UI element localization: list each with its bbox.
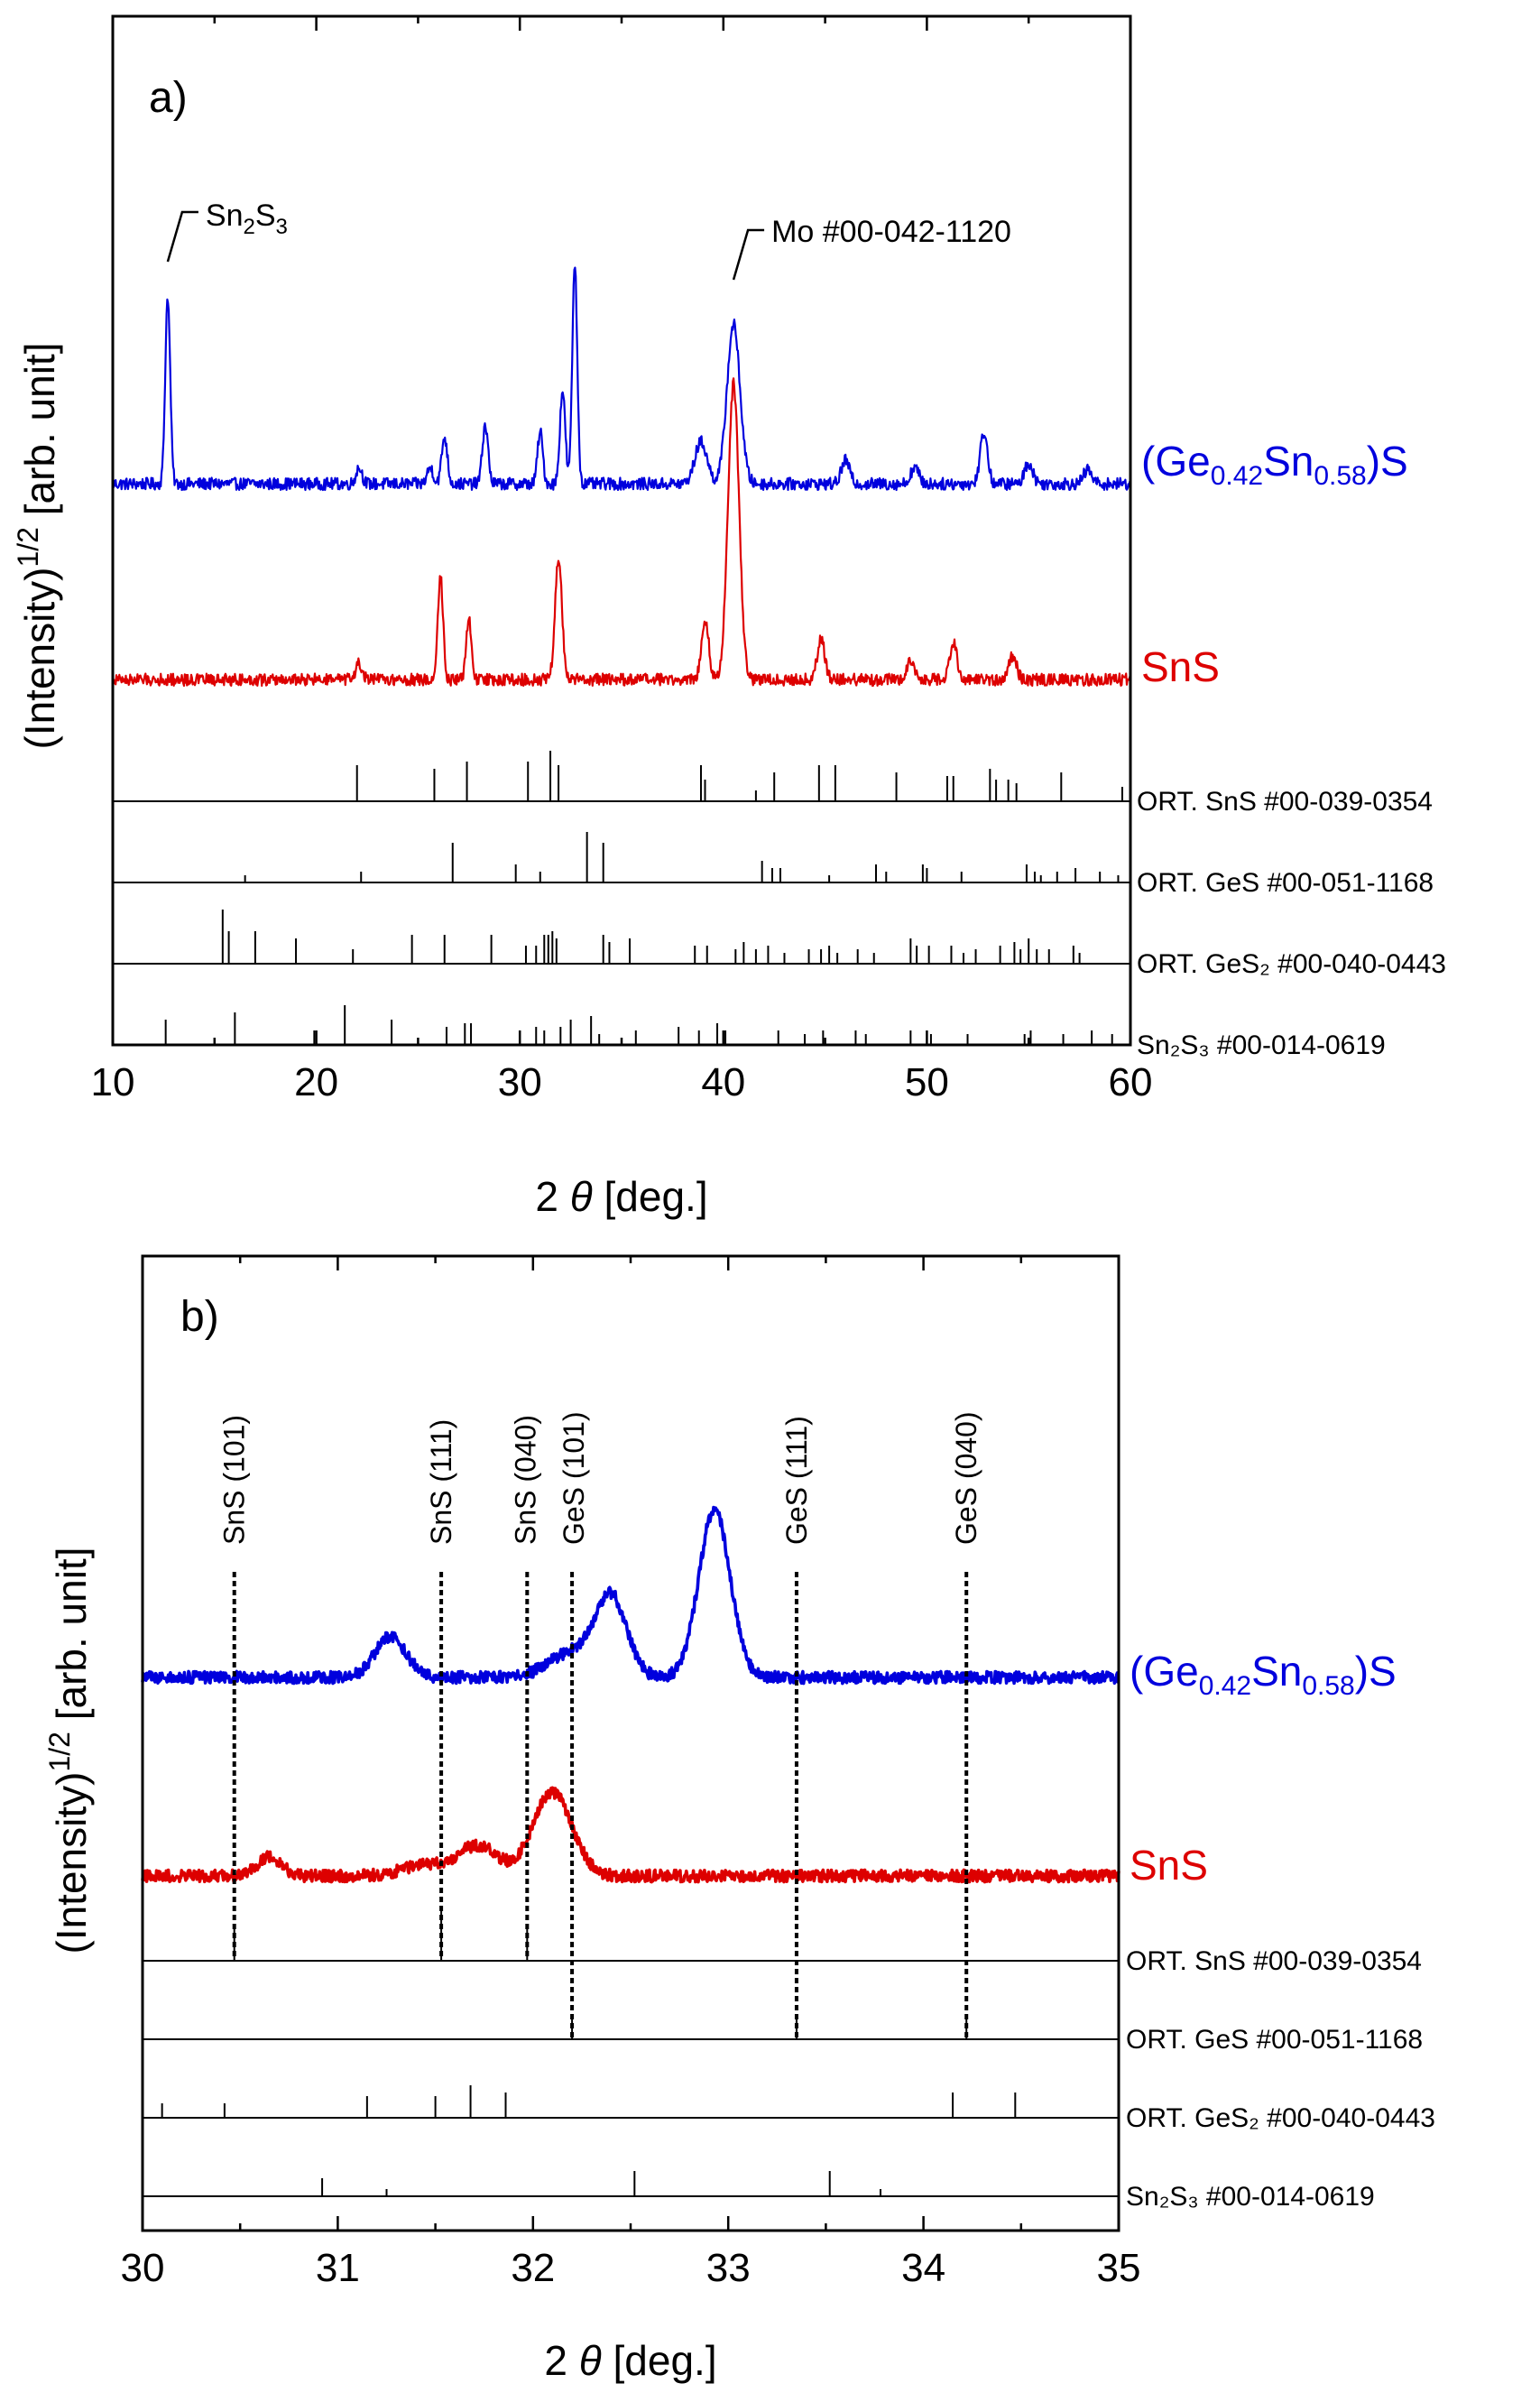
x-tick-label: 30 xyxy=(498,1060,542,1104)
series-line-gesn xyxy=(141,1505,1120,1686)
reference-label: ORT. SnS #00-039-0354 xyxy=(1126,1946,1422,1976)
series-line-gesn xyxy=(111,266,1131,492)
peak-label: SnS (101) xyxy=(218,1415,251,1545)
reference-label: Sn₂S₃ #00-014-0619 xyxy=(1137,1030,1386,1060)
plot-frame xyxy=(111,14,1132,1047)
series-line-sns xyxy=(111,377,1131,688)
peak-label: GeS (040) xyxy=(950,1411,982,1545)
reference-label: ORT. GeS₂ #00-040-0443 xyxy=(1126,2103,1435,2133)
peak-label: SnS (111) xyxy=(425,1419,457,1545)
y-axis-label: (Intensity)1/2 [arb. unit] xyxy=(43,1547,95,1954)
x-tick-label: 34 xyxy=(901,2246,945,2290)
x-tick-label: 40 xyxy=(701,1060,745,1104)
series-label-gesn: (Ge0.42Sn0.58)S xyxy=(1130,1648,1397,1701)
panel-a-chart: (Ge0.42Sn0.58)S SnS ORT. SnS #00-039-0354 O… xyxy=(12,14,1446,1220)
peak-label: SnS (040) xyxy=(509,1415,541,1545)
y-axis-label: (Intensity)1/2 [arb. unit] xyxy=(12,343,63,750)
x-tick-label: 30 xyxy=(121,2246,165,2290)
x-tick-label: 20 xyxy=(294,1060,338,1104)
x-tick-label: 32 xyxy=(511,2246,555,2290)
x-tick-label: 60 xyxy=(1109,1060,1153,1104)
series-line-sns xyxy=(141,1786,1120,1884)
reference-label: ORT. SnS #00-039-0354 xyxy=(1137,787,1433,817)
reference-label: ORT. GeS₂ #00-040-0443 xyxy=(1137,949,1446,979)
annotation-mo: Mo #00-042-1120 xyxy=(771,215,1011,249)
x-tick-label: 35 xyxy=(1097,2246,1141,2290)
series-label-sns: SnS xyxy=(1141,643,1220,690)
x-tick-label: 31 xyxy=(316,2246,360,2290)
peak-label: GeS (101) xyxy=(558,1411,590,1545)
plot-frame xyxy=(141,1254,1120,2232)
x-tick-label: 10 xyxy=(91,1060,135,1104)
panel-b-chart: (Ge0.42Sn0.58)S SnS ORT. SnS #00-039-0354 O… xyxy=(43,1254,1435,2384)
reference-label: Sn₂S₃ #00-014-0619 xyxy=(1126,2182,1375,2212)
panel-label: a) xyxy=(149,74,188,122)
reference-label: ORT. GeS #00-051-1168 xyxy=(1126,2025,1423,2055)
series-label-gesn: (Ge0.42Sn0.58)S xyxy=(1141,438,1408,491)
annotation-sn2s3: Sn2S3 xyxy=(206,199,288,239)
x-axis-label: 2 θ [deg.] xyxy=(535,1173,707,1220)
series-label-sns: SnS xyxy=(1130,1842,1208,1889)
x-axis-label: 2 θ [deg.] xyxy=(544,2337,716,2384)
x-tick-label: 33 xyxy=(706,2246,751,2290)
reference-label: ORT. GeS #00-051-1168 xyxy=(1137,868,1434,898)
x-tick-label: 50 xyxy=(905,1060,949,1104)
annotation-leader xyxy=(166,210,198,263)
annotation-leader xyxy=(732,228,765,281)
peak-label: GeS (111) xyxy=(780,1416,813,1545)
panel-label: b) xyxy=(180,1293,219,1341)
